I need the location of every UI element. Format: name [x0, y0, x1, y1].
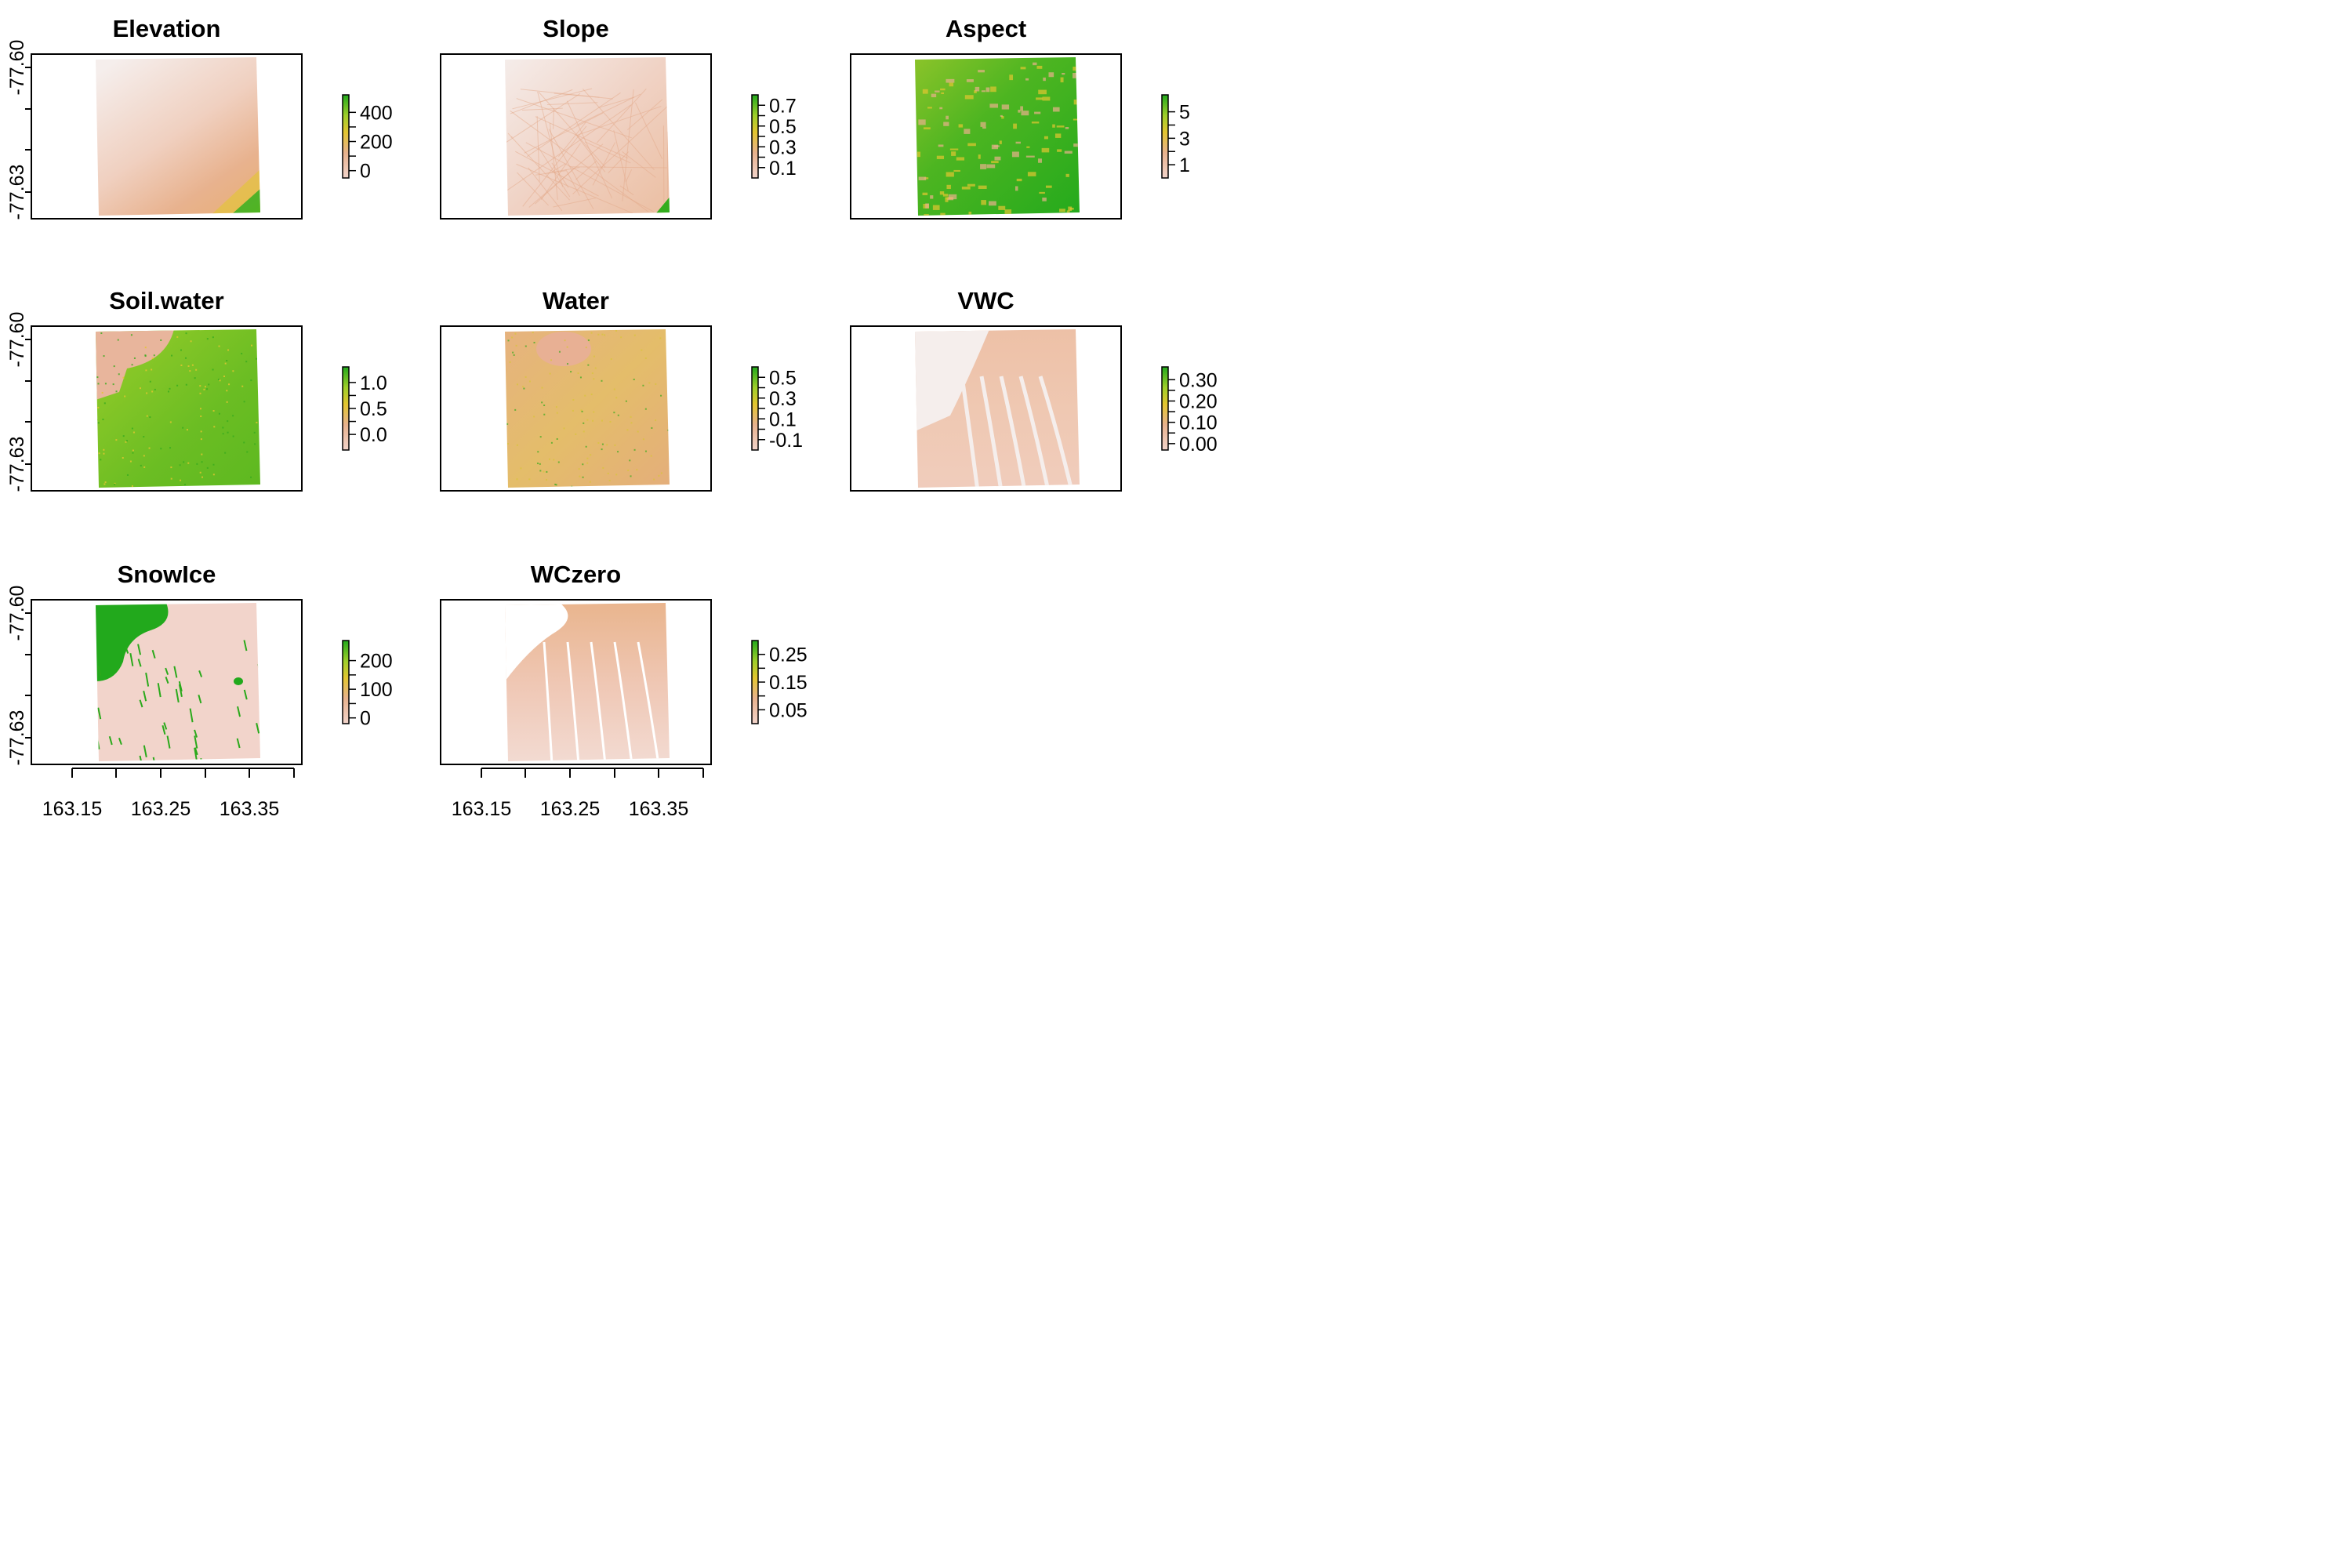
legend-tick-label: 200: [360, 651, 393, 673]
plot-frame: [31, 53, 303, 220]
y-tick-label: -77.60: [6, 312, 28, 368]
y-tick-label: -77.60: [6, 586, 28, 641]
plot-frame: [31, 325, 303, 492]
legend-colorbar: 0.300.200.100.00: [1161, 366, 1218, 456]
plot-frame: [31, 599, 303, 765]
legend-tick-label: 0.10: [1179, 412, 1218, 434]
legend-tick-label: 0.15: [769, 672, 808, 694]
legend-tick-label: 0.00: [1179, 434, 1218, 456]
legend-tick-label: 0.1: [769, 408, 797, 430]
legend-colorbar: 200 100 0: [342, 640, 393, 730]
legend-tick-label: 0.5: [769, 367, 797, 389]
plot-frame: [850, 325, 1122, 492]
y-tick-label: -77.63: [6, 437, 28, 492]
legend-tick-label: 0.3: [769, 136, 797, 158]
panel-title: Slope: [543, 15, 608, 42]
legend-tick-label: -0.1: [769, 430, 803, 452]
x-tick-label: 163.15: [452, 798, 511, 819]
legend-tick-label: 400: [360, 102, 393, 124]
legend-tick-label: 0.5: [769, 116, 797, 138]
panel-title: SnowIce: [118, 561, 216, 588]
panel-wczero: WCzero 163.15 163.25 163.35 0.25 0.15 0.05: [440, 561, 808, 819]
panel-title: WCzero: [531, 561, 621, 588]
legend-tick-label: 0.20: [1179, 390, 1218, 412]
x-tick-label: 163.25: [540, 798, 600, 819]
legend-tick-label: 0: [360, 708, 371, 730]
legend-tick-label: 0.5: [360, 398, 387, 420]
x-tick-label: 163.25: [131, 798, 191, 819]
legend-tick-label: 1.0: [360, 372, 387, 394]
legend-tick-label: 200: [360, 132, 393, 154]
legend-colorbar: 0.25 0.15 0.05: [751, 640, 808, 724]
panel-water: Water 0.50.30.1-0.1: [440, 287, 803, 492]
y-tick-label: -77.63: [6, 165, 28, 220]
plot-frame: [440, 53, 712, 220]
panel-title: Soil.water: [109, 287, 223, 314]
legend-tick-label: 100: [360, 679, 393, 701]
legend-tick-label: 0.0: [360, 424, 387, 446]
x-tick-label: 163.35: [220, 798, 279, 819]
plot-frame: [440, 325, 712, 492]
raster-image: [96, 329, 260, 488]
legend-tick-label: 0.3: [769, 388, 797, 410]
panel-slope: Slope 0.70.50.30.1: [440, 15, 797, 220]
panel-vwc: VWC 0.300.200.100.00: [850, 287, 1218, 492]
plot-frame: [440, 599, 712, 765]
legend-tick-label: 0: [360, 161, 371, 183]
legend-colorbar: 400 200 0: [342, 94, 393, 183]
raster-image: [505, 603, 670, 761]
raster-image: [915, 329, 1080, 488]
legend-tick-label: 5: [1179, 102, 1190, 124]
panel-soil-water: Soil.water -77.60 -77.63 1.0 0.5 0.0: [6, 287, 387, 492]
legend-colorbar: 0.70.50.30.1: [751, 94, 797, 180]
legend-tick-label: 1: [1179, 154, 1190, 176]
raster-image: [915, 57, 1080, 216]
legend-tick-label: 0.25: [769, 644, 808, 666]
raster-image: [505, 57, 670, 216]
panel-title: Water: [543, 287, 609, 314]
legend-tick-label: 0.05: [769, 699, 808, 721]
x-tick-label: 163.35: [629, 798, 688, 819]
legend-colorbar: 0.50.30.1-0.1: [751, 366, 803, 452]
legend-tick-label: 0.30: [1179, 369, 1218, 391]
legend-tick-label: 3: [1179, 128, 1190, 150]
raster-image: [96, 57, 260, 216]
panel-aspect: Aspect 5 3 1: [850, 15, 1190, 220]
raster-stack-figure: Elevation-77.60-77.634002000Slope0.70.50…: [6, 15, 1218, 819]
y-tick-label: -77.63: [6, 710, 28, 766]
panel-title: VWC: [957, 287, 1014, 314]
raster-image: [96, 603, 260, 761]
legend-colorbar: 1.0 0.5 0.0: [342, 366, 387, 451]
x-tick-label: 163.15: [42, 798, 102, 819]
plot-frame: [850, 53, 1122, 220]
raster-image: [505, 329, 670, 488]
y-tick-label: -77.60: [6, 40, 28, 96]
legend-tick-label: 0.7: [769, 95, 797, 117]
panel-title: Elevation: [113, 15, 221, 42]
panel-snowice: SnowIce -77.60 -77.63 163.15 163.25 163.35 200…: [6, 561, 393, 819]
panel-elevation: Elevation -77.60 -77.63 400 200 0: [6, 15, 393, 220]
legend-tick-label: 0.1: [769, 158, 797, 180]
legend-colorbar: 5 3 1: [1161, 94, 1190, 179]
panel-title: Aspect: [946, 15, 1026, 42]
